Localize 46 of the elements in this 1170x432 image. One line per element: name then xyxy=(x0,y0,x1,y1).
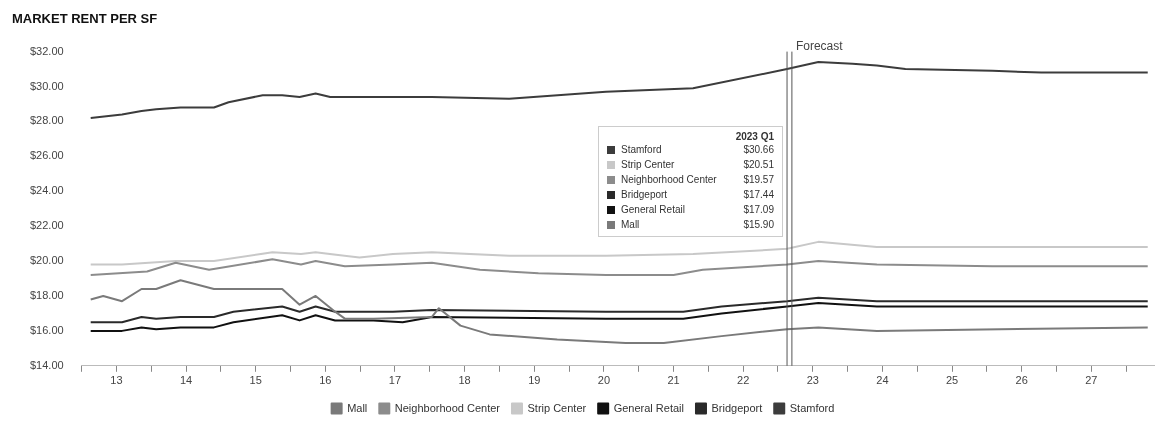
annotation: 2023 Q1 xyxy=(734,131,774,142)
x-tick-label: 22 xyxy=(737,374,750,387)
annotation: $15.90 xyxy=(743,219,774,230)
annotation: Strip Center xyxy=(621,159,676,170)
legend-label: Neighborhood Center xyxy=(394,401,501,414)
x-tick-label: 21 xyxy=(667,374,680,387)
y-tick-label: $18.00 xyxy=(29,289,64,302)
x-tick-label: 23 xyxy=(806,374,819,387)
x-tick-label: 15 xyxy=(249,374,262,387)
x-tick-label: 25 xyxy=(945,374,959,387)
y-tick-label: $28.00 xyxy=(29,114,64,127)
x-tick-label: 27 xyxy=(1085,374,1098,387)
x-tick-label: 19 xyxy=(528,374,541,387)
y-tick-label: $20.00 xyxy=(29,254,64,267)
annotation: Bridgeport xyxy=(621,189,669,200)
chart-title: MARKET RENT PER SF xyxy=(12,11,158,27)
x-tick-label: 16 xyxy=(319,374,332,387)
y-tick-label: $26.00 xyxy=(29,149,64,162)
y-tick-label: $30.00 xyxy=(29,79,64,92)
x-tick-label: 20 xyxy=(597,374,611,387)
x-tick-label: 26 xyxy=(1015,374,1028,387)
legend-label: Stamford xyxy=(789,401,835,414)
annotation: $17.09 xyxy=(743,204,774,215)
legend-label: Strip Center xyxy=(527,401,587,414)
x-tick-label: 13 xyxy=(110,374,123,387)
y-tick-label: $14.00 xyxy=(29,358,64,371)
annotation: $17.44 xyxy=(743,189,774,200)
annotation: General Retail xyxy=(621,204,686,215)
legend-label: Mall xyxy=(347,401,368,414)
x-tick-label: 24 xyxy=(876,374,889,387)
y-tick-label: $32.00 xyxy=(29,44,64,57)
y-tick-label: $22.00 xyxy=(29,219,64,232)
annotation: $20.51 xyxy=(743,159,774,170)
legend-label: General Retail xyxy=(613,401,684,414)
annotation: Stamford xyxy=(621,144,663,155)
legend-label: Bridgeport xyxy=(711,401,763,414)
x-tick-label: 17 xyxy=(388,374,402,387)
x-tick-label: 18 xyxy=(458,374,471,387)
annotation: Mall xyxy=(621,219,641,230)
annotation: $19.57 xyxy=(743,174,774,185)
annotation: Neighborhood Center xyxy=(621,174,718,185)
y-tick-label: $24.00 xyxy=(29,184,64,197)
x-tick-label: 14 xyxy=(179,374,193,387)
ref-line-label: Forecast xyxy=(795,38,844,53)
y-tick-label: $16.00 xyxy=(29,323,64,336)
annotation: $30.66 xyxy=(743,144,774,155)
